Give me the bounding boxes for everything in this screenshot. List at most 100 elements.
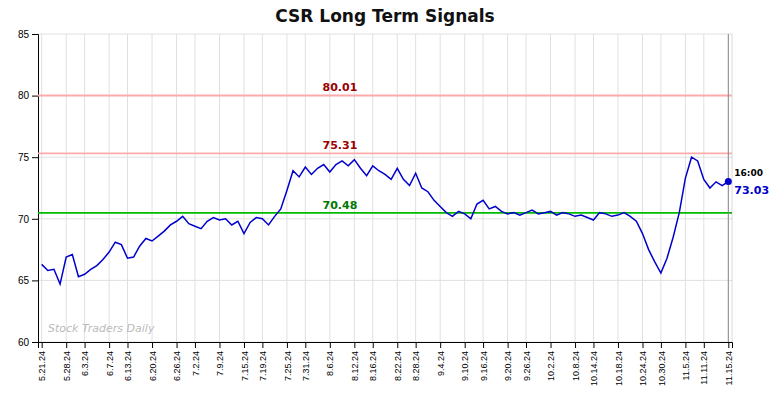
grid-line-y: [38, 95, 732, 96]
y-axis: 606570758085: [18, 29, 39, 348]
grid-line-x: [642, 34, 643, 342]
grid-line-x: [152, 34, 153, 342]
x-tick-label: 6.3.24: [80, 351, 90, 376]
x-tick: 11.11.24: [699, 342, 709, 385]
x-tick-mark: [219, 342, 220, 348]
x-tick-mark: [661, 342, 662, 348]
x-tick-label: 10.24.24: [638, 351, 648, 386]
x-tick-label: 10.30.24: [657, 351, 667, 386]
x-tick-label: 9.16.24: [479, 351, 489, 381]
x-tick-mark: [704, 342, 705, 348]
x-tick: 7.31.24: [301, 342, 311, 381]
y-tick: 60: [18, 337, 38, 348]
reference-line: [38, 212, 732, 214]
x-tick-label: 9.10.24: [460, 351, 470, 381]
x-tick: 10.30.24: [657, 342, 667, 386]
reference-line: [38, 152, 732, 154]
x-tick-mark: [330, 342, 331, 348]
grid-line-x: [372, 34, 373, 342]
chart-svg: 6065707580855.21.245.28.246.3.246.7.246.…: [0, 0, 784, 398]
x-tick-label: 8.22.24: [393, 351, 403, 381]
x-tick-mark: [373, 342, 374, 348]
x-tick: 6.20.24: [148, 342, 158, 381]
grid-line-x: [593, 34, 594, 342]
grid-line-x: [685, 34, 686, 342]
x-tick-mark: [287, 342, 288, 348]
x-tick-label: 8.6.24: [325, 351, 335, 376]
x-tick-label: 10.2.24: [546, 351, 556, 381]
y-tick-label: 65: [18, 275, 30, 286]
y-tick: 85: [18, 29, 38, 40]
y-tick-mark: [32, 219, 38, 220]
grid-line-x: [262, 34, 263, 342]
x-tick-label: 5.28.24: [62, 351, 72, 381]
x-tick-label: 6.26.24: [172, 351, 182, 381]
grid-line-x: [109, 34, 110, 342]
x-tick: 7.19.24: [258, 342, 268, 381]
x-tick-mark: [593, 342, 594, 348]
x-tick-mark: [128, 342, 129, 348]
x-tick: 6.26.24: [172, 342, 182, 381]
x-tick: 10.18.24: [614, 342, 624, 386]
x-tick-mark: [642, 342, 643, 348]
title: CSR Long Term Signals: [275, 6, 494, 26]
y-tick-mark: [32, 342, 38, 343]
x-tick: 7.25.24: [283, 342, 293, 381]
x-tick-label: 6.20.24: [148, 351, 158, 381]
x-tick-label: 9.20.24: [503, 351, 513, 381]
grid-line-x: [703, 34, 704, 342]
x-tick-label: 5.21.24: [37, 351, 47, 381]
last-point-marker: [725, 178, 732, 185]
x-tick-mark: [152, 342, 153, 348]
x-tick-mark: [397, 342, 398, 348]
grid: [38, 34, 732, 342]
grid-line-x: [483, 34, 484, 342]
x-tick-mark: [685, 342, 686, 348]
x-tick: 6.3.24: [80, 342, 90, 376]
x-tick-mark: [618, 342, 619, 348]
x-tick-label: 7.25.24: [283, 351, 293, 381]
x-tick-label: 7.31.24: [301, 351, 311, 381]
x-tick-mark: [262, 342, 263, 348]
y-tick: 75: [18, 152, 38, 163]
reference-label: 70.48: [323, 199, 358, 212]
x-tick-mark: [109, 342, 110, 348]
annotations: 70.4875.3180.0116:0073.03Stock Traders D…: [48, 81, 769, 335]
x-tick-label: 11.5.24: [681, 351, 691, 380]
reference-label: 80.01: [323, 81, 358, 94]
grid-line-x: [526, 34, 527, 342]
reference-line: [38, 95, 732, 97]
last-label: 16:00: [734, 168, 763, 178]
x-tick-mark: [177, 342, 178, 348]
x-tick-label: 10.14.24: [589, 351, 599, 386]
grid-line-x: [660, 34, 661, 342]
grid-line-x: [728, 34, 729, 342]
marks: [38, 34, 732, 342]
grid-line-x: [41, 34, 42, 342]
grid-line-x: [550, 34, 551, 342]
x-tick-mark: [551, 342, 552, 348]
grid-line-x: [219, 34, 220, 342]
grid-line-x: [84, 34, 85, 342]
x-tick: 8.28.24: [411, 342, 421, 381]
grid-line-x: [617, 34, 618, 342]
y-tick-label: 60: [18, 337, 30, 348]
y-tick-mark: [32, 96, 38, 97]
plot-frame-right: [732, 34, 733, 342]
price-line: [42, 157, 729, 284]
x-tick-label: 11.11.24: [699, 351, 709, 385]
x-tick: 11.15.24: [724, 342, 734, 385]
x-tick-mark: [508, 342, 509, 348]
x-tick: 6.7.24: [105, 342, 115, 376]
y-tick-label: 85: [18, 29, 30, 40]
grid-line-x: [329, 34, 330, 342]
grid-line-x: [575, 34, 576, 342]
x-tick: 9.20.24: [503, 342, 513, 381]
x-tick: 7.2.24: [191, 342, 201, 376]
x-tick-label: 7.2.24: [191, 351, 201, 376]
y-tick: 65: [18, 275, 38, 286]
x-tick-mark: [526, 342, 527, 348]
x-axis: 5.21.245.28.246.3.246.7.246.13.246.20.24…: [37, 342, 734, 386]
grid-line-x: [243, 34, 244, 342]
x-tick: 8.12.24: [350, 342, 360, 381]
